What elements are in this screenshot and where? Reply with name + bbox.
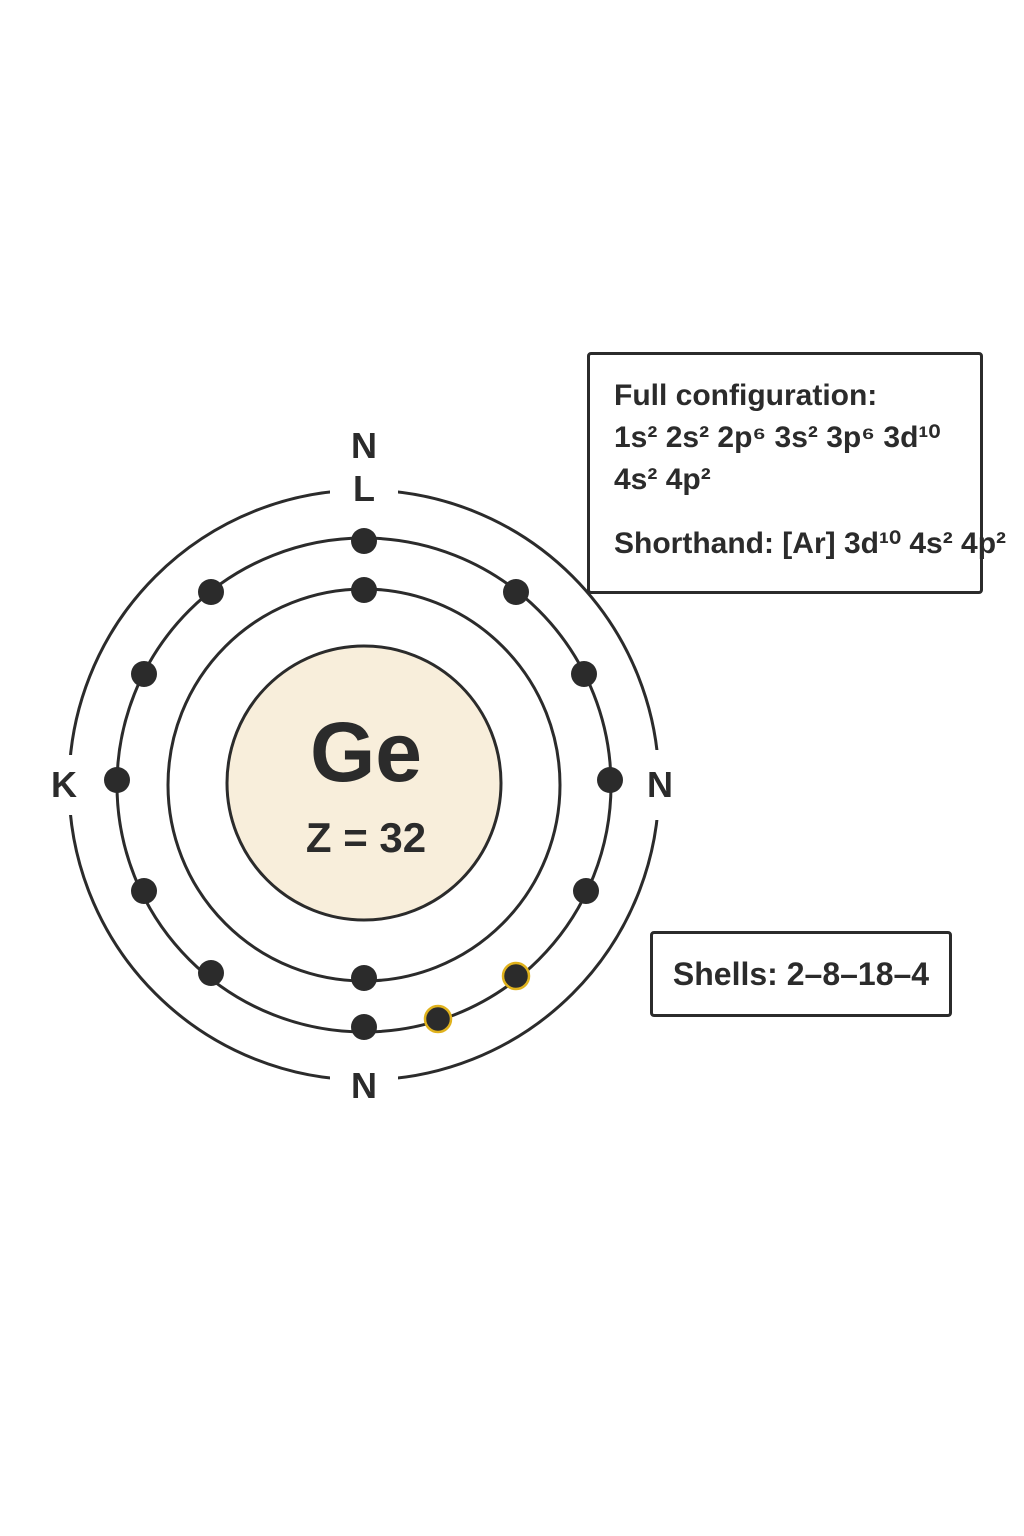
shell-label-right: N <box>647 764 673 805</box>
electron <box>573 878 599 904</box>
shells-summary-panel: Shells: 2–8–18–4 <box>650 931 952 1017</box>
electron <box>131 878 157 904</box>
nucleus <box>225 644 503 922</box>
electron <box>351 577 377 603</box>
configuration-title: Full configuration: <box>614 379 878 412</box>
electron <box>104 767 130 793</box>
shell-label-left: K <box>51 764 77 805</box>
configuration-line-1: 1s² 2s² 2p⁶ 3s² 3p⁶ 3d¹⁰ <box>614 421 941 454</box>
label-gap-top <box>330 470 398 504</box>
electron <box>597 767 623 793</box>
shorthand-configuration: Shorthand: [Ar] 3d¹⁰ 4s² 4p² <box>614 527 1007 560</box>
label-gap-right <box>642 750 682 820</box>
valence-electron <box>423 1004 453 1034</box>
configuration-line-2: 4s² 4p² <box>614 463 711 496</box>
shells-summary: Shells: 2–8–18–4 <box>672 955 930 992</box>
shell-label-bottom: N <box>351 1065 377 1106</box>
electron <box>351 965 377 991</box>
electron <box>571 661 597 687</box>
shell-label-top: N <box>351 425 377 466</box>
label-gap-bottom <box>330 1066 398 1106</box>
atomic-number: Z = 32 <box>306 814 426 861</box>
label-gap-left <box>48 755 84 815</box>
electron <box>351 528 377 554</box>
electron <box>198 579 224 605</box>
electron <box>503 579 529 605</box>
configuration-panel: Full configuration: 1s² 2s² 2p⁶ 3s² 3p⁶ … <box>587 352 1007 594</box>
valence-electron <box>501 961 531 991</box>
element-symbol: Ge <box>310 705 422 799</box>
electron <box>198 960 224 986</box>
electron <box>351 1014 377 1040</box>
electron <box>131 661 157 687</box>
shell-label-top-inner: L <box>353 468 375 509</box>
